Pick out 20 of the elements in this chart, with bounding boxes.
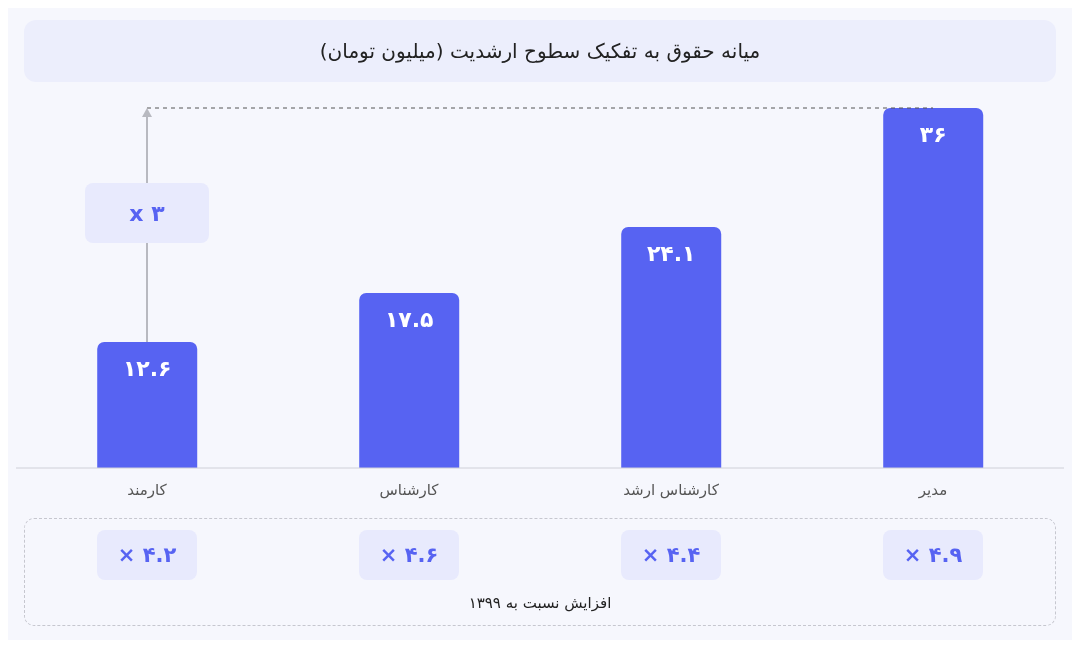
data-label: ۳۶ xyxy=(919,121,947,147)
label-box: × ۴.۶ xyxy=(359,530,459,580)
label-box: x ۳ xyxy=(85,183,209,243)
label-box: × ۴.۴ xyxy=(621,530,721,580)
data-label: ۱۷.۵ xyxy=(384,306,434,332)
label-box: × ۴.۲ xyxy=(97,530,197,580)
chart-title: میانه حقوق به تفکیک سطوح ارشدیت (میلیون تومان) xyxy=(24,20,1056,82)
label-box: × ۴.۹ xyxy=(883,530,983,580)
x-tick-label: کارمند xyxy=(127,480,168,499)
x-tick-label: کارشناس ارشد xyxy=(623,480,720,499)
bar xyxy=(883,108,984,468)
bar xyxy=(359,293,460,468)
annotation: x ۳ xyxy=(129,200,165,226)
x-tick-label: کارشناس xyxy=(379,480,440,499)
text: افزایش نسبت به ۱۳۹۹ xyxy=(467,594,613,612)
x-tick-label: مدیر xyxy=(917,480,948,499)
data-label: ۱۲.۶ xyxy=(122,355,172,381)
bar xyxy=(621,227,722,468)
data-label: ۲۴.۱ xyxy=(646,240,696,266)
bar xyxy=(97,342,198,468)
